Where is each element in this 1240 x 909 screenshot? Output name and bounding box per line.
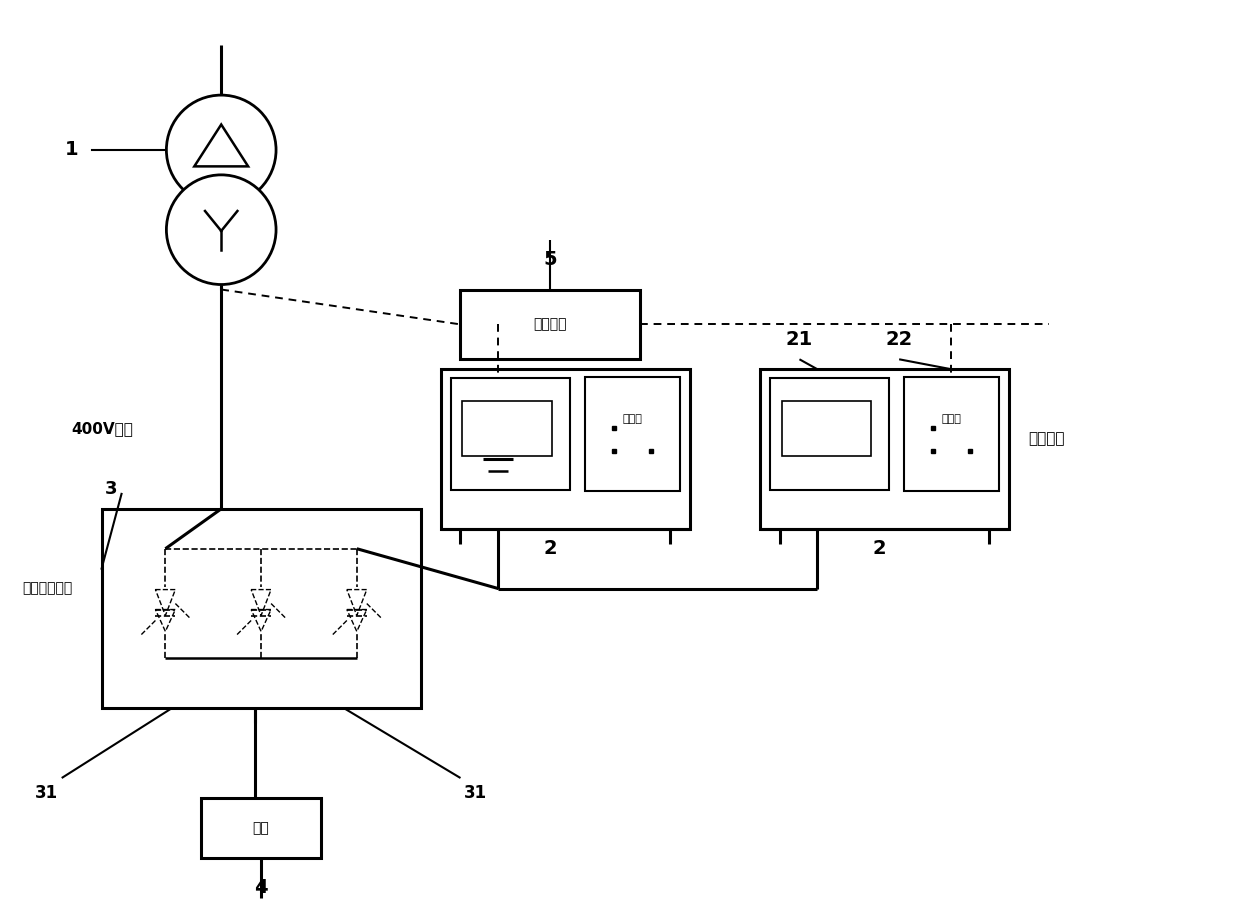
Text: 控制器: 控制器 [622,415,642,425]
Text: 31: 31 [35,784,58,802]
Text: 4: 4 [254,878,268,897]
Text: 3: 3 [105,480,118,498]
Text: 控制器: 控制器 [941,415,961,425]
Text: 发电机组: 发电机组 [1029,432,1065,446]
Bar [450,378,570,490]
Text: 总控制器: 总控制器 [533,317,567,332]
Text: 2: 2 [543,539,557,558]
Text: 400V市电: 400V市电 [72,422,134,436]
Text: 2: 2 [873,539,887,558]
Bar [770,378,889,490]
Bar [440,369,689,529]
Text: 负载: 负载 [253,821,269,834]
Bar [781,401,872,456]
Text: 1: 1 [64,140,78,159]
Bar [460,289,640,359]
Text: 静态切换开关: 静态切换开关 [22,582,72,595]
Ellipse shape [166,175,277,285]
Text: 5: 5 [543,250,557,269]
Bar [102,509,420,708]
Ellipse shape [166,95,277,205]
Bar [585,377,680,491]
Bar [201,798,321,858]
Bar [904,377,999,491]
Bar [760,369,1009,529]
Text: 21: 21 [786,330,813,349]
Text: 31: 31 [464,784,487,802]
Bar [463,401,552,456]
Text: 22: 22 [885,330,913,349]
